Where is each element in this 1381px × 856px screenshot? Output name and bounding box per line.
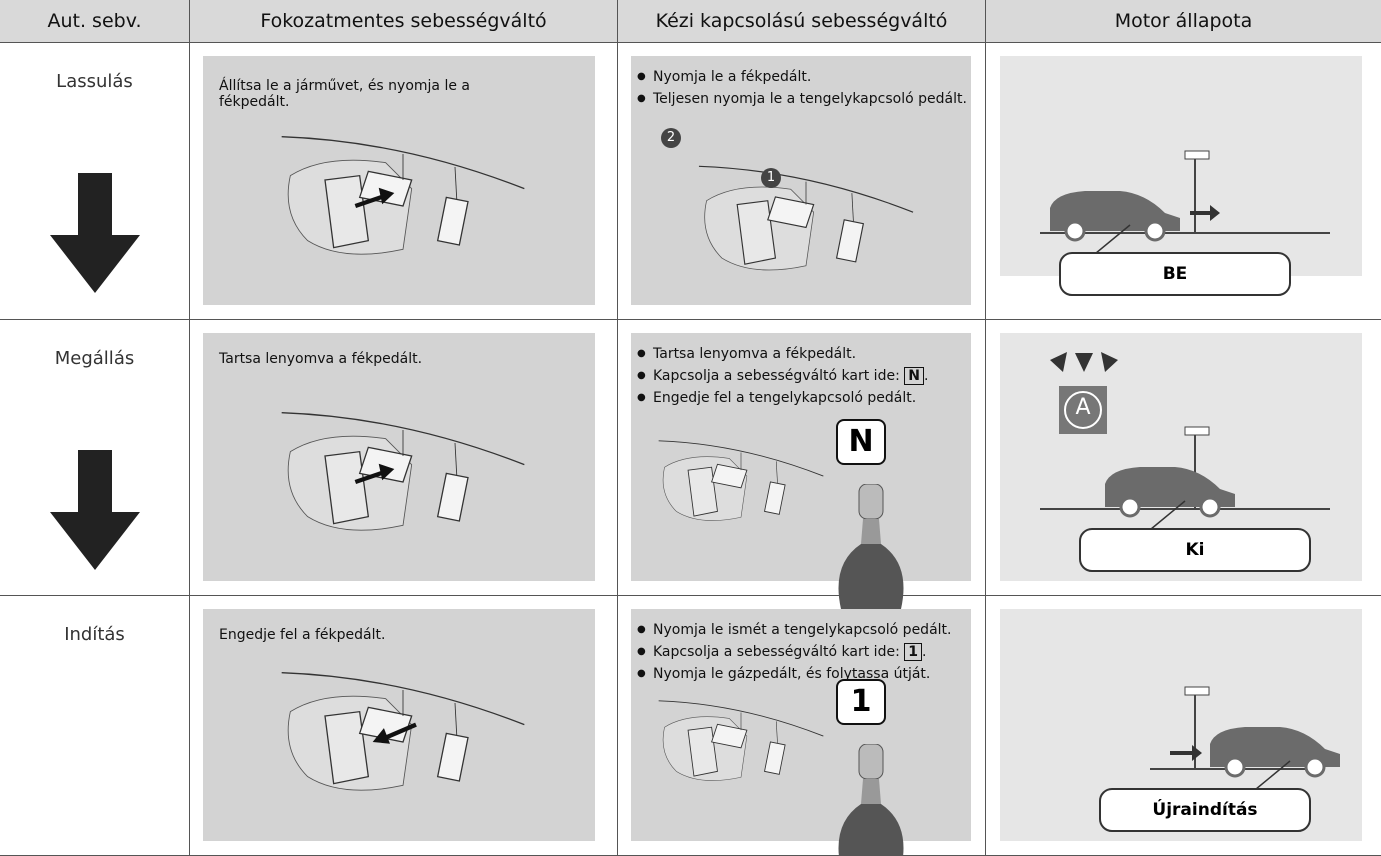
engine-cell: Újraindítás — [986, 596, 1381, 856]
instruction: Engedje fel a fékpedált. — [219, 627, 386, 643]
gear-callout: N — [836, 419, 886, 465]
engine-illustration — [1040, 150, 1330, 296]
manual-cell: Nyomja le a fékpedált.Teljesen nyomja le… — [618, 43, 986, 320]
bullet: Nyomja le gázpedált, és folytassa útját. — [637, 663, 967, 685]
panel: BE — [1000, 56, 1362, 296]
bullet-text: Kapcsolja a sebességváltó kart ide: — [653, 368, 900, 384]
pedal-illustration — [691, 151, 921, 281]
panel: Nyomja le a fékpedált.Teljesen nyomja le… — [631, 56, 971, 305]
bullet-list: Nyomja le ismét a tengelykapcsoló pedált… — [637, 619, 967, 685]
engine-cell: A Ki — [986, 320, 1381, 596]
gear-lever — [831, 744, 911, 856]
instruction: Állítsa le a járművet, és nyomja le a fé… — [219, 78, 470, 110]
pedal-illustration — [273, 654, 533, 804]
down-arrow — [50, 173, 140, 293]
stage: Lassulás — [56, 71, 133, 92]
gear-callout: 1 — [836, 679, 886, 725]
panel: Tartsa lenyomva a fékpedált. — [203, 333, 595, 581]
cvt-cell: Tartsa lenyomva a fékpedált. — [190, 320, 618, 596]
panel: Újraindítás — [1000, 609, 1362, 841]
bullet: Kapcsolja a sebességváltó kart ide: N. — [637, 365, 967, 387]
panel: Nyomja le ismét a tengelykapcsoló pedált… — [631, 609, 971, 841]
bullet: Teljesen nyomja le a tengelykapcsoló ped… — [637, 88, 967, 110]
panel: Engedje fel a fékpedált. — [203, 609, 595, 841]
bullet: Kapcsolja a sebességváltó kart ide: 1. — [637, 641, 967, 663]
badge: 1 — [761, 168, 781, 188]
gear-lever — [831, 484, 911, 614]
engine-illustration — [1040, 426, 1330, 572]
stage: Indítás — [64, 624, 125, 645]
bullet-list: Nyomja le a fékpedált.Teljesen nyomja le… — [637, 66, 967, 110]
stage-cell: Lassulás — [0, 43, 190, 320]
badge: 2 — [661, 128, 681, 148]
pedal-illustration — [651, 429, 831, 529]
header-cell: Aut. sebv. — [0, 0, 190, 43]
pedal-illustration — [651, 689, 831, 789]
pedal-illustration — [273, 118, 533, 268]
key: N — [904, 367, 924, 385]
down-arrow — [50, 450, 140, 570]
engine-state: Ki — [1185, 540, 1205, 560]
engine-state: BE — [1162, 264, 1188, 284]
bullet-list: Tartsa lenyomva a fékpedált.Kapcsolja a … — [637, 343, 967, 409]
bullet-text: Kapcsolja a sebességváltó kart ide: — [653, 644, 900, 660]
stage-cell: Megállás — [0, 320, 190, 596]
stage-cell: Indítás — [0, 596, 190, 856]
header-cell: Fokozatmentes sebességváltó — [190, 0, 618, 43]
engine-state: Újraindítás — [1152, 800, 1258, 820]
header-cell: Motor állapota — [986, 0, 1381, 43]
key: 1 — [904, 643, 922, 661]
engine-cell: BE — [986, 43, 1381, 320]
auto-stop-icon — [1050, 352, 1118, 434]
bullet-end: . — [923, 368, 929, 384]
manual-cell: Tartsa lenyomva a fékpedált.Kapcsolja a … — [618, 320, 986, 596]
panel: A Ki — [1000, 333, 1362, 581]
bullet: Nyomja le ismét a tengelykapcsoló pedált… — [637, 619, 967, 641]
pedal-illustration — [273, 394, 533, 544]
bullet: Engedje fel a tengelykapcsoló pedált. — [637, 387, 967, 409]
icon-letter: A — [1075, 395, 1091, 420]
manual-cell: Nyomja le ismét a tengelykapcsoló pedált… — [618, 596, 986, 856]
cvt-cell: Engedje fel a fékpedált. — [190, 596, 618, 856]
cvt-cell: Állítsa le a járművet, és nyomja le a fé… — [190, 43, 618, 320]
panel: Tartsa lenyomva a fékpedált.Kapcsolja a … — [631, 333, 971, 581]
bullet: Nyomja le a fékpedált. — [637, 66, 967, 88]
stage: Megállás — [54, 348, 135, 369]
engine-illustration — [1099, 686, 1342, 832]
instruction: Tartsa lenyomva a fékpedált. — [219, 351, 423, 367]
panel: Állítsa le a járművet, és nyomja le a fé… — [203, 56, 595, 305]
bullet-end: . — [922, 644, 927, 660]
bullet: Tartsa lenyomva a fékpedált. — [637, 343, 967, 365]
header-cell: Kézi kapcsolású sebességváltó — [618, 0, 986, 43]
